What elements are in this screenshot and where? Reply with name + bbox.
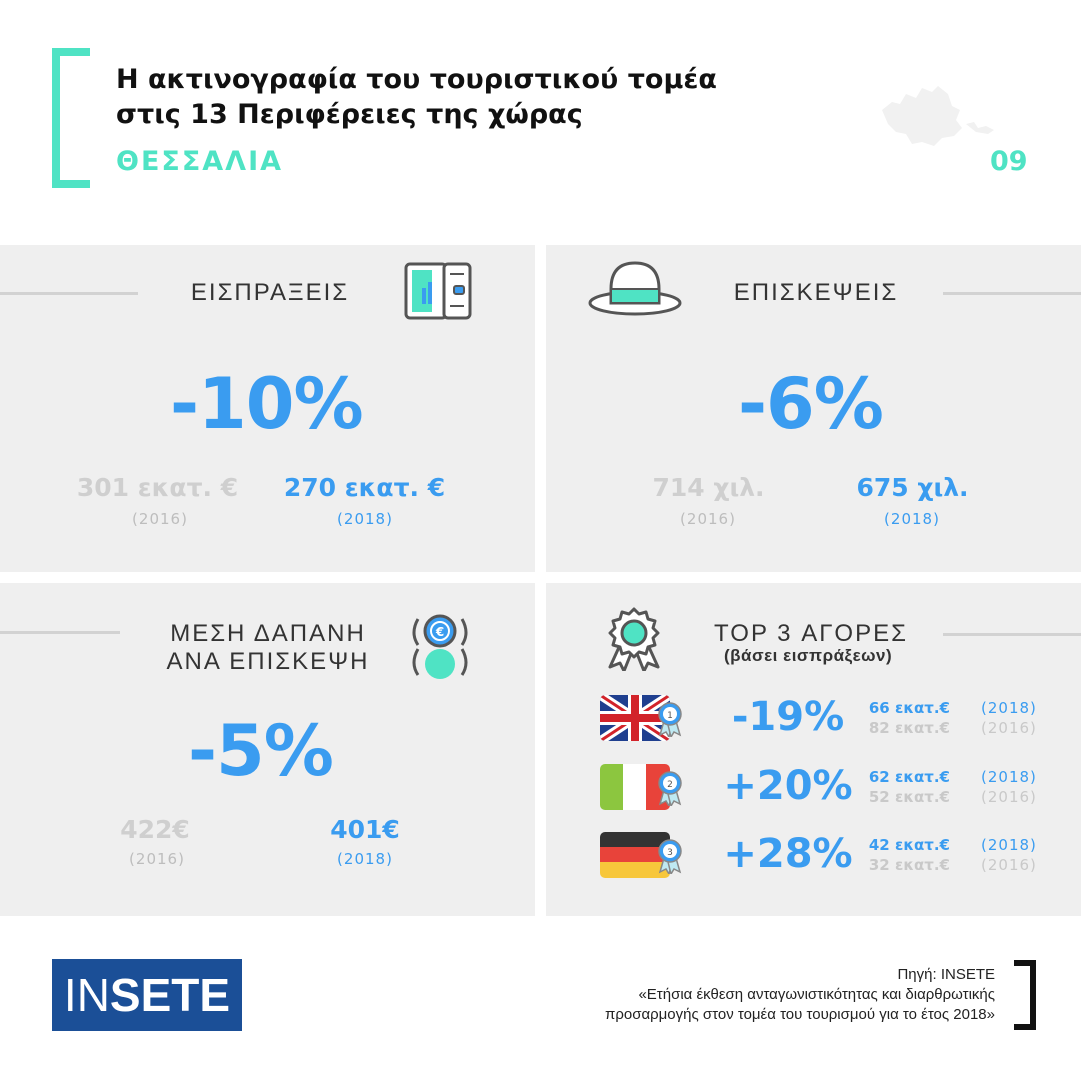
award-badge-icon bbox=[608, 607, 660, 671]
receipts-change: -10% bbox=[170, 363, 364, 445]
rank-number: 1 bbox=[667, 711, 673, 721]
markets-title: TOP 3 ΑΓΟΡΕΣ bbox=[714, 620, 908, 647]
germany-flag-icon bbox=[600, 832, 670, 878]
page-title: Η ακτινογραφία του τουριστικού τομέα στι… bbox=[116, 62, 836, 132]
receipts-new-value: 270 εκατ. € bbox=[283, 473, 446, 502]
spend-title-line-1: ΜΕΣΗ ΔΑΠΑΝΗ bbox=[170, 620, 366, 647]
rank-number: 2 bbox=[667, 780, 673, 790]
visits-old-year: (2016) bbox=[680, 510, 736, 528]
market-new-year: (2018) bbox=[981, 699, 1037, 717]
spend-title: ΜΕΣΗ ΔΑΠΑΝΗ ΑΝΑ ΕΠΙΣΚΕΨΗ bbox=[140, 620, 396, 676]
region-name: ΘΕΣΣΑΛΙΑ bbox=[116, 146, 284, 177]
logo-thin-text: IN bbox=[63, 969, 110, 1021]
receipts-title: ΕΙΣΠΡΑΞΕΙΣ bbox=[190, 279, 350, 306]
market-new-year: (2018) bbox=[981, 768, 1037, 786]
rank-number: 3 bbox=[667, 848, 673, 858]
logo-bold-text: SETE bbox=[109, 969, 231, 1021]
title-line-2: στις 13 Περιφέρειες της χώρας bbox=[116, 99, 583, 130]
market-old-value: 82 εκατ.€ bbox=[868, 719, 950, 737]
insete-logo: INSETE bbox=[52, 959, 242, 1031]
visits-title: ΕΠΙΣΚΕΨΕΙΣ bbox=[733, 279, 899, 306]
italy-flag-icon bbox=[600, 764, 670, 810]
market-new-value: 62 εκατ.€ bbox=[868, 768, 950, 786]
spend-change: -5% bbox=[188, 710, 334, 792]
source-line-3: προσαρμογής στον τομέα του τουρισμού για… bbox=[604, 1006, 995, 1023]
spend-new-value: 401€ bbox=[330, 815, 400, 844]
footer-bracket bbox=[1014, 960, 1036, 1030]
uk-flag-icon bbox=[600, 695, 670, 741]
receipts-panel: ΕΙΣΠΡΑΞΕΙΣ -10% 301 εκατ. € (2016) 270 ε… bbox=[0, 245, 535, 572]
thessaly-map-icon bbox=[882, 86, 994, 146]
visits-change: -6% bbox=[738, 363, 884, 445]
market-change: +20% bbox=[723, 763, 853, 809]
divider bbox=[943, 633, 1081, 636]
market-row: 3 +28% 42 εκατ.€ (2018) 32 εκατ.€ (2016) bbox=[546, 828, 1081, 882]
market-new-value: 42 εκατ.€ bbox=[868, 836, 950, 854]
market-old-year: (2016) bbox=[981, 788, 1037, 806]
svg-text:€: € bbox=[435, 625, 444, 639]
market-old-value: 32 εκατ.€ bbox=[868, 856, 950, 874]
market-old-value: 52 εκατ.€ bbox=[868, 788, 950, 806]
coins-icon: € bbox=[412, 614, 468, 679]
source-line-1: Πηγή: INSETE bbox=[897, 966, 995, 983]
divider bbox=[943, 292, 1081, 295]
visits-new-value: 675 χιλ. bbox=[856, 473, 969, 502]
divider bbox=[0, 631, 120, 634]
visits-new-year: (2018) bbox=[884, 510, 940, 528]
spend-old-value: 422€ bbox=[120, 815, 190, 844]
spend-panel: ΜΕΣΗ ΔΑΠΑΝΗ ΑΝΑ ΕΠΙΣΚΕΨΗ € -5% 422€ (201… bbox=[0, 583, 535, 916]
market-row: 2 +20% 62 εκατ.€ (2018) 52 εκατ.€ (2016) bbox=[546, 760, 1081, 814]
title-line-1: Η ακτινογραφία του τουριστικού τομέα bbox=[116, 64, 717, 95]
markets-subtitle: (βάσει εισπράξεων) bbox=[724, 646, 893, 665]
source-note: Πηγή: INSETE «Ετήσια έκθεση ανταγωνιστικ… bbox=[500, 965, 995, 1025]
wallet-icon bbox=[404, 262, 472, 320]
market-new-value: 66 εκατ.€ bbox=[868, 699, 950, 717]
rank-medal-icon: 2 bbox=[658, 771, 682, 806]
market-change: +28% bbox=[723, 831, 853, 877]
market-old-year: (2016) bbox=[981, 719, 1037, 737]
header-bracket bbox=[52, 48, 90, 188]
rank-medal-icon: 3 bbox=[658, 839, 682, 874]
visits-panel: ΕΠΙΣΚΕΨΕΙΣ -6% 714 χιλ. (2016) 675 χιλ. … bbox=[546, 245, 1081, 572]
source-line-2: «Ετήσια έκθεση ανταγωνιστικότητας και δι… bbox=[638, 986, 995, 1003]
spend-title-line-2: ΑΝΑ ΕΠΙΣΚΕΨΗ bbox=[166, 648, 370, 675]
spend-old-year: (2016) bbox=[129, 850, 185, 868]
hat-icon bbox=[588, 261, 682, 316]
markets-panel: TOP 3 ΑΓΟΡΕΣ (βάσει εισπράξεων) 1 -19% 6… bbox=[546, 583, 1081, 916]
spend-new-year: (2018) bbox=[337, 850, 393, 868]
market-old-year: (2016) bbox=[981, 856, 1037, 874]
visits-old-value: 714 χιλ. bbox=[652, 473, 765, 502]
market-new-year: (2018) bbox=[981, 836, 1037, 854]
receipts-new-year: (2018) bbox=[337, 510, 393, 528]
divider bbox=[0, 292, 138, 295]
rank-medal-icon: 1 bbox=[658, 702, 682, 737]
market-change: -19% bbox=[731, 694, 845, 740]
receipts-old-year: (2016) bbox=[132, 510, 188, 528]
page-number: 09 bbox=[990, 146, 1028, 177]
receipts-old-value: 301 εκατ. € bbox=[76, 473, 239, 502]
market-row: 1 -19% 66 εκατ.€ (2018) 82 εκατ.€ (2016) bbox=[546, 691, 1081, 745]
